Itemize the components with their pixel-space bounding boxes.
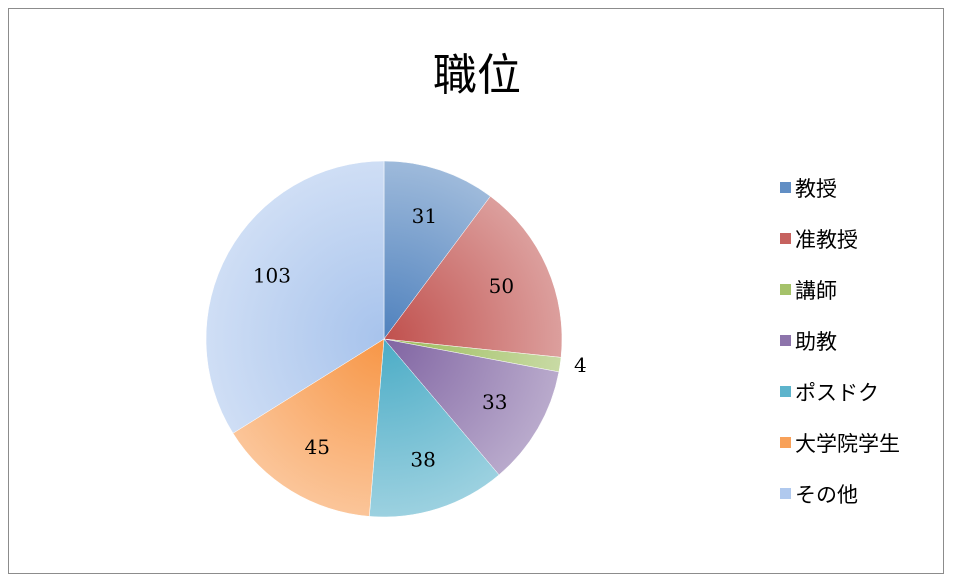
data-label-4: 33 [482, 390, 507, 414]
pie-slice-2 [383, 195, 563, 358]
pie-slice-5 [369, 338, 500, 518]
legend-item-kyoju: 教授 [780, 162, 900, 213]
legend-swatch [780, 335, 791, 346]
legend-swatch [780, 182, 791, 193]
legend-swatch [780, 437, 791, 448]
pie-slice-1 [383, 160, 491, 340]
legend-label: 講師 [795, 278, 837, 303]
legend-swatch [780, 386, 791, 397]
legend-swatch [780, 488, 791, 499]
data-label-7: 103 [253, 263, 291, 287]
legend-item-koshi: 講師 [780, 264, 900, 315]
data-label-6: 45 [305, 435, 330, 459]
legend-item-junkyoju: 准教授 [780, 213, 900, 264]
legend-label: 大学院学生 [795, 431, 900, 456]
data-label-2: 50 [489, 274, 514, 298]
data-label-5: 38 [410, 448, 435, 472]
pie-slice-4 [383, 338, 560, 476]
legend-item-graduate-student: 大学院学生 [780, 417, 900, 468]
legend-label: 教授 [795, 176, 837, 201]
legend-label: 助教 [795, 329, 837, 354]
legend-item-jokyo: 助教 [780, 315, 900, 366]
data-label-1: 31 [412, 204, 437, 228]
legend-item-other: その他 [780, 468, 900, 519]
legend-swatch [780, 284, 791, 295]
chart-title: 職位 [433, 50, 521, 101]
legend-swatch [780, 233, 791, 244]
legend-label: その他 [795, 482, 858, 507]
legend: 教授 准教授 講師 助教 ポスドク 大学院学生 その他 [780, 162, 900, 519]
legend-item-postdoc: ポスドク [780, 366, 900, 417]
data-label-3: 4 [574, 353, 587, 377]
legend-label: 准教授 [795, 227, 858, 252]
pie-slice-7 [205, 160, 385, 434]
legend-label: ポスドク [795, 380, 879, 405]
pie-slice-6 [232, 338, 385, 517]
